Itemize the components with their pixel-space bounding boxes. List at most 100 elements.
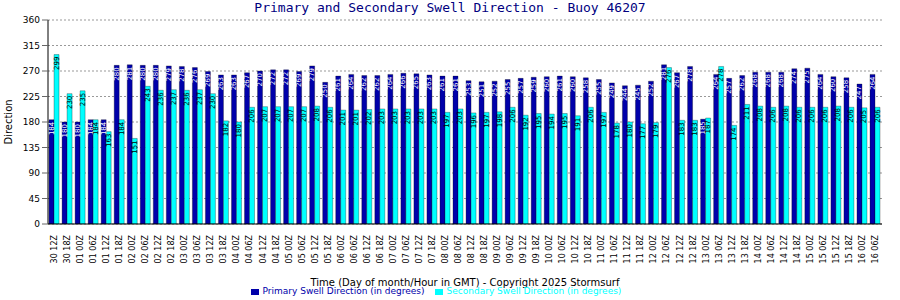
svg-text:180: 180 (61, 124, 69, 137)
svg-text:03 06Z: 03 06Z (193, 234, 202, 263)
svg-text:15 12Z: 15 12Z (832, 234, 841, 263)
svg-text:14 12Z: 14 12Z (780, 234, 789, 263)
svg-text:253: 253 (465, 83, 473, 96)
svg-text:267: 267 (673, 75, 681, 88)
svg-text:203: 203 (417, 111, 425, 124)
svg-text:206: 206 (248, 109, 256, 123)
svg-text:10 18Z: 10 18Z (584, 234, 593, 263)
svg-text:207: 207 (261, 109, 269, 122)
svg-text:07 18Z: 07 18Z (428, 234, 437, 263)
svg-text:261: 261 (452, 78, 460, 91)
svg-text:208: 208 (756, 108, 764, 121)
svg-text:184: 184 (100, 121, 108, 135)
svg-text:05 00Z: 05 00Z (285, 234, 294, 263)
svg-text:184: 184 (92, 121, 100, 135)
svg-text:211: 211 (743, 106, 751, 119)
svg-text:187: 187 (704, 120, 712, 133)
svg-text:14 06Z: 14 06Z (767, 234, 776, 263)
svg-text:12 00Z: 12 00Z (649, 234, 658, 263)
svg-text:Time (Day of month/Hour in GMT: Time (Day of month/Hour in GMT) - Copyri… (310, 277, 620, 288)
svg-text:06 00Z: 06 00Z (337, 234, 346, 263)
svg-text:257: 257 (517, 80, 525, 93)
svg-text:261: 261 (556, 78, 564, 91)
svg-text:08 00Z: 08 00Z (441, 234, 450, 263)
svg-text:191: 191 (574, 118, 582, 131)
svg-text:280: 280 (152, 67, 160, 80)
svg-text:06 12Z: 06 12Z (363, 234, 372, 263)
svg-text:135: 135 (23, 143, 40, 153)
svg-text:280: 280 (139, 67, 147, 80)
svg-text:258: 258 (582, 80, 590, 93)
svg-text:260: 260 (829, 79, 837, 92)
svg-text:236: 236 (157, 92, 165, 106)
svg-text:315: 315 (23, 41, 40, 51)
svg-text:260: 260 (569, 79, 577, 92)
svg-text:274: 274 (790, 70, 798, 84)
svg-text:02 06Z: 02 06Z (141, 234, 150, 263)
svg-text:279: 279 (308, 68, 316, 81)
svg-text:Direction: Direction (8, 99, 14, 144)
svg-text:10 06Z: 10 06Z (558, 234, 567, 263)
svg-text:04 12Z: 04 12Z (259, 234, 268, 263)
svg-text:265: 265 (412, 76, 420, 89)
svg-text:03 18Z: 03 18Z (219, 234, 228, 263)
svg-text:206: 206 (769, 109, 777, 123)
svg-text:280: 280 (113, 67, 121, 80)
svg-text:45: 45 (29, 194, 40, 204)
svg-text:08 18Z: 08 18Z (480, 234, 489, 263)
svg-text:12 18Z: 12 18Z (689, 234, 698, 263)
svg-text:180: 180 (235, 124, 243, 137)
svg-text:14 18Z: 14 18Z (793, 234, 802, 263)
svg-text:205: 205 (860, 110, 868, 123)
svg-text:13 18Z: 13 18Z (741, 234, 750, 263)
svg-text:255: 255 (504, 81, 512, 94)
svg-text:270: 270 (23, 66, 40, 76)
svg-text:276: 276 (191, 69, 199, 83)
svg-text:268: 268 (764, 74, 772, 87)
svg-text:264: 264 (386, 76, 394, 90)
svg-text:02 18Z: 02 18Z (167, 234, 176, 263)
svg-text:266: 266 (399, 75, 407, 89)
svg-text:13 06Z: 13 06Z (715, 234, 724, 263)
svg-text:01 12Z: 01 12Z (102, 234, 111, 263)
svg-text:262: 262 (373, 78, 381, 91)
svg-text:272: 272 (269, 72, 277, 85)
svg-text:177: 177 (639, 126, 647, 139)
svg-text:180: 180 (626, 124, 634, 137)
svg-text:278: 278 (686, 68, 694, 81)
svg-text:207: 207 (287, 109, 295, 122)
svg-text:13 00Z: 13 00Z (702, 234, 711, 263)
svg-text:203: 203 (378, 111, 386, 124)
svg-text:299: 299 (53, 57, 61, 70)
svg-text:0: 0 (34, 219, 40, 229)
svg-text:01 18Z: 01 18Z (115, 234, 124, 263)
svg-text:272: 272 (282, 72, 290, 85)
svg-text:07 00Z: 07 00Z (389, 234, 398, 263)
svg-text:15 06Z: 15 06Z (819, 234, 828, 263)
svg-text:11 00Z: 11 00Z (597, 234, 606, 263)
svg-text:178: 178 (613, 125, 621, 138)
svg-text:10 12Z: 10 12Z (571, 234, 580, 263)
svg-text:30 18Z: 30 18Z (63, 234, 72, 263)
svg-text:184: 184 (118, 121, 126, 135)
svg-text:07 12Z: 07 12Z (415, 234, 424, 263)
svg-text:206: 206 (874, 109, 882, 123)
svg-text:07 06Z: 07 06Z (402, 234, 411, 263)
svg-text:206: 206 (808, 109, 816, 123)
svg-text:16 06Z: 16 06Z (871, 234, 880, 263)
svg-text:180: 180 (23, 117, 40, 127)
svg-text:268: 268 (777, 74, 785, 87)
svg-text:208: 208 (782, 108, 790, 121)
svg-text:207: 207 (300, 109, 308, 122)
svg-text:11 12Z: 11 12Z (623, 234, 632, 263)
svg-text:275: 275 (803, 70, 811, 83)
svg-text:252: 252 (491, 83, 499, 96)
svg-text:02 00Z: 02 00Z (128, 234, 137, 263)
svg-text:230: 230 (66, 96, 74, 109)
svg-text:201: 201 (339, 112, 347, 125)
svg-text:278: 278 (717, 68, 725, 81)
svg-text:267: 267 (243, 75, 251, 88)
svg-text:12 12Z: 12 12Z (676, 234, 685, 263)
svg-text:263: 263 (425, 77, 433, 90)
svg-text:206: 206 (821, 109, 829, 123)
